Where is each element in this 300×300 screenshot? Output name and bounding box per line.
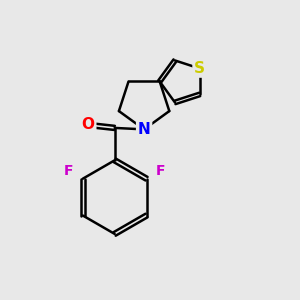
- Text: F: F: [64, 164, 74, 178]
- Text: O: O: [82, 118, 95, 133]
- Text: S: S: [194, 61, 205, 76]
- Text: N: N: [138, 122, 151, 137]
- Text: F: F: [156, 164, 165, 178]
